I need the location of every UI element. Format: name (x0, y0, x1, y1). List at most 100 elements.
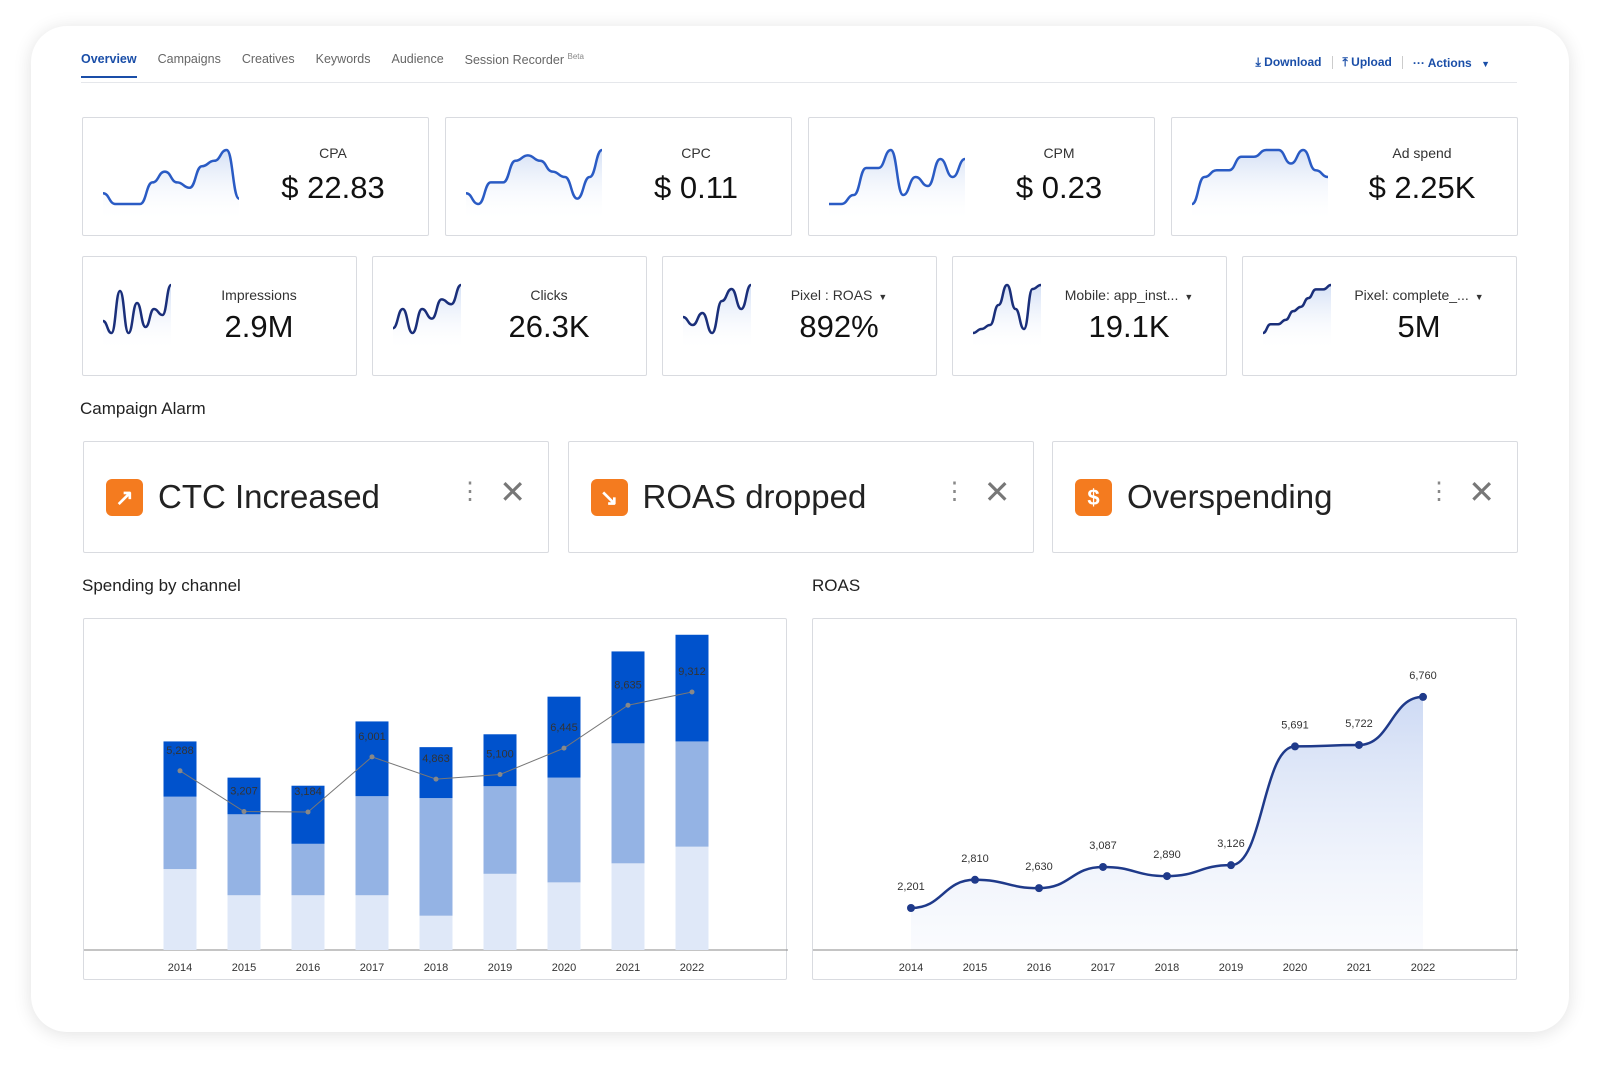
kpi-value: 5M (1397, 309, 1441, 344)
bar-segment-light (419, 915, 453, 950)
close-icon[interactable]: ✕ (499, 474, 526, 510)
divider (1331, 56, 1333, 69)
kpi-label: Clicks (530, 287, 568, 303)
tab-keywords[interactable]: Keywords (315, 52, 371, 66)
kpi-label: CPM (1043, 145, 1075, 161)
data-label: 2,201 (897, 881, 925, 893)
tab-campaigns[interactable]: Campaigns (157, 52, 221, 66)
toolbar: ⤓ Download ⤒ Upload ··· Actions ▼ (1256, 55, 1490, 70)
actions-button[interactable]: ··· Actions ▼ (1413, 56, 1490, 70)
data-label: 9,312 (678, 666, 706, 678)
data-label: 2,810 (961, 853, 989, 865)
divider (1401, 56, 1403, 69)
kpi-label-row[interactable]: Mobile: app_inst... ▼ (1039, 287, 1219, 303)
x-tick-label: 2021 (1347, 962, 1371, 974)
download-button[interactable]: ⤓ Download (1256, 55, 1322, 70)
upload-button[interactable]: ⤒ Upload (1343, 55, 1392, 70)
more-vertical-icon[interactable]: ⋮ (1427, 478, 1451, 505)
kpi-card-cpm[interactable]: CPM $ 0.23 (808, 117, 1155, 236)
tab-audience[interactable]: Audience (391, 52, 444, 66)
sparkline (392, 283, 462, 335)
sparkline (102, 283, 173, 335)
data-label: 5,691 (1281, 719, 1309, 731)
data-label: 5,288 (166, 745, 194, 757)
kpi-card-ad-spend[interactable]: Ad spend $ 2.25K (1171, 117, 1518, 236)
sparkline-area (393, 285, 461, 351)
kpi-label: Impressions (221, 287, 297, 303)
kpi-label-row[interactable]: Pixel: complete_... ▼ (1329, 287, 1509, 303)
data-label: 2,890 (1153, 849, 1181, 861)
sparkline-area (103, 150, 239, 222)
bar-segment-mid (163, 796, 197, 870)
spending-chart-title: Spending by channel (82, 576, 241, 595)
tab-session-recorder[interactable]: Session Recorder Beta (465, 52, 584, 78)
chevron-down-icon[interactable]: ▼ (1474, 292, 1484, 302)
download-icon: ⤓ (1255, 55, 1261, 69)
kpi-card[interactable]: Impressions 2.9M (82, 256, 357, 376)
sparkline-area (829, 150, 965, 222)
tab-creatives[interactable]: Creatives (241, 52, 295, 66)
bar-segment-light (163, 869, 197, 950)
kpi-card[interactable]: Clicks 26.3K (372, 256, 647, 376)
kpi-label-row[interactable]: Pixel : ROAS ▼ (749, 287, 929, 303)
kpi-label: CPA (319, 145, 347, 161)
kpi-card[interactable]: Pixel: complete_... ▼ 5M (1242, 256, 1517, 376)
more-vertical-icon[interactable]: ⋮ (942, 478, 967, 505)
kpi-label: Ad spend (1392, 145, 1452, 161)
sparkline-area (1192, 150, 1328, 222)
actions-label: Actions (1427, 55, 1472, 70)
line-point (433, 776, 439, 782)
chevron-down-icon[interactable]: ▼ (1184, 292, 1194, 302)
chevron-down-icon[interactable]: ▼ (878, 292, 888, 302)
bar-segment-dark (547, 696, 581, 778)
sparkline (682, 283, 752, 335)
data-label: 3,184 (294, 786, 322, 798)
sparkline (1262, 283, 1332, 335)
kpi-value: $ 22.83 (281, 170, 385, 205)
bar-segment-mid (355, 796, 389, 896)
kpi-card-cpa[interactable]: CPA $ 22.83 (82, 117, 429, 236)
spending-chart: 2014 2015 2016 2017 2018 2019 2020 2021 2022 5,28… (83, 618, 788, 980)
trend-up-icon: ↗ (106, 479, 143, 516)
close-icon[interactable]: ✕ (1468, 474, 1495, 510)
bar-segment-mid (483, 786, 517, 874)
bar-segment-mid (227, 814, 261, 896)
roas-point (1419, 692, 1427, 701)
data-label: 2,630 (1025, 861, 1053, 873)
trend-down-icon: ↘ (590, 479, 628, 516)
bar-segment-dark (611, 651, 645, 744)
alarm-title: Overspending (1127, 478, 1333, 515)
kpi-label: Pixel: complete_... (1354, 287, 1469, 303)
bar-segment-dark (483, 734, 517, 787)
sparkline-area (973, 285, 1041, 351)
data-label: 5,722 (1345, 718, 1373, 730)
line-point (625, 702, 631, 708)
kpi-card[interactable]: Pixel : ROAS ▼ 892% (662, 256, 937, 376)
tab-divider (81, 82, 1517, 83)
bar-segment-light (611, 863, 645, 950)
alarm-card[interactable]: ↗ CTC Increased ⋮ ✕ (83, 441, 549, 553)
close-icon[interactable]: ✕ (983, 474, 1011, 510)
alarm-title: ROAS dropped (642, 478, 867, 515)
kpi-label-row: Clicks (459, 287, 639, 303)
kpi-label: CPC (681, 145, 711, 161)
kpi-value: $ 0.23 (1015, 170, 1103, 205)
x-tick-label: 2021 (616, 962, 640, 974)
tab-overview[interactable]: Overview (81, 52, 137, 78)
bar-segment-light (547, 882, 581, 950)
data-label: 6,445 (550, 722, 578, 734)
sparkline (828, 148, 966, 206)
sparkline (972, 283, 1042, 335)
alarm-card[interactable]: $ Overspending ⋮ ✕ (1052, 441, 1518, 553)
roas-point (1227, 861, 1235, 870)
roas-point (1163, 872, 1171, 881)
kpi-card-cpc[interactable]: CPC $ 0.11 (445, 117, 792, 236)
x-tick-label: 2015 (963, 962, 987, 974)
line-point (561, 745, 567, 751)
x-tick-label: 2015 (232, 962, 256, 974)
kpi-card[interactable]: Mobile: app_inst... ▼ 19.1K (952, 256, 1227, 376)
more-vertical-icon[interactable]: ⋮ (458, 478, 482, 505)
alarm-card[interactable]: ↘ ROAS dropped ⋮ ✕ (567, 441, 1034, 553)
sparkline (465, 148, 603, 206)
bar-segment-dark (227, 777, 261, 815)
